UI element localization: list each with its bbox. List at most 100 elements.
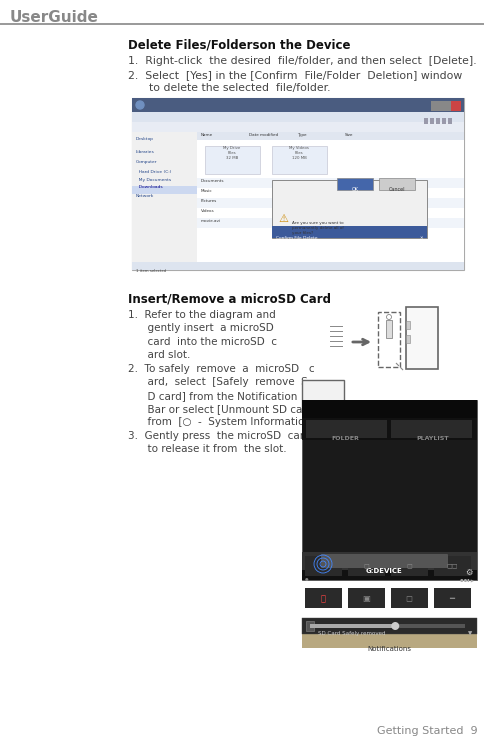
Bar (132, 262, 463, 270)
Bar (390, 420, 471, 438)
Bar (440, 101, 450, 111)
Bar (272, 146, 326, 174)
Text: Documents: Documents (200, 179, 224, 183)
Text: 2.  Select  [Yes] in the [Confirm  File/Folder  Deletion] window
      to delete: 2. Select [Yes] in the [Confirm File/Fol… (128, 70, 461, 93)
Text: Notifications: Notifications (366, 646, 410, 652)
FancyBboxPatch shape (320, 554, 447, 568)
Text: PLAYLIST: PLAYLIST (416, 436, 448, 441)
Text: My Drive
Files
32 MB: My Drive Files 32 MB (223, 146, 240, 160)
Text: Music: Music (200, 189, 212, 193)
Text: Insert/Remove a microSD Card: Insert/Remove a microSD Card (128, 292, 330, 305)
Text: UserGuide: UserGuide (10, 10, 99, 25)
Bar (302, 634, 476, 648)
Text: FOLDER: FOLDER (331, 436, 358, 441)
Bar (132, 132, 197, 262)
Text: Desktop: Desktop (136, 137, 153, 141)
Bar (430, 101, 440, 111)
Text: OK: OK (351, 187, 358, 192)
Bar (336, 178, 372, 190)
Bar (378, 178, 414, 190)
Bar (205, 146, 259, 174)
Bar (441, 118, 445, 124)
Text: Type: Type (296, 133, 306, 137)
Text: Confirm File Delete: Confirm File Delete (275, 236, 317, 240)
Bar (447, 118, 451, 124)
Bar (302, 570, 476, 580)
Bar (385, 320, 391, 338)
Bar (302, 552, 476, 570)
Text: Libraries: Libraries (136, 150, 154, 154)
Bar (405, 335, 409, 343)
Bar (309, 624, 394, 628)
Bar (132, 112, 463, 122)
Bar (272, 226, 426, 238)
Bar (348, 588, 384, 608)
Bar (390, 556, 427, 576)
Text: ◻◻: ◻◻ (445, 562, 457, 568)
Text: ◻: ◻ (405, 562, 411, 568)
Text: 2.  To safely  remove  a  microSD   c
      ard,  select  [Safely  remove  S
   : 2. To safely remove a microSD c ard, sel… (128, 364, 318, 428)
Text: Are you sure you want to
permanently delete all of
your files?: Are you sure you want to permanently del… (291, 221, 343, 236)
Text: ●●▮ ▶: ●●▮ ▶ (459, 578, 473, 582)
Bar (302, 400, 476, 418)
Bar (197, 218, 463, 228)
Text: ⏻: ⏻ (320, 594, 325, 603)
Text: My Documents: My Documents (136, 178, 171, 182)
Text: ▼: ▼ (467, 631, 471, 636)
Bar (132, 186, 197, 194)
Text: 3.  Gently press  the microSD  card
      to release it from  the slot.: 3. Gently press the microSD card to rele… (128, 431, 310, 454)
Bar (405, 307, 437, 369)
Bar (272, 180, 426, 238)
Bar (435, 118, 439, 124)
Text: ✕: ✕ (419, 236, 422, 240)
Text: ◻: ◻ (363, 562, 368, 568)
Bar (390, 588, 427, 608)
Bar (433, 588, 470, 608)
Bar (302, 418, 476, 440)
Bar (405, 321, 409, 329)
Text: Network: Network (136, 194, 154, 198)
Text: Downloads: Downloads (136, 185, 162, 189)
Circle shape (136, 101, 144, 109)
Bar (197, 132, 463, 262)
Circle shape (391, 622, 398, 630)
Text: ━: ━ (449, 594, 454, 603)
Bar (429, 118, 433, 124)
Bar (433, 556, 470, 576)
Bar (197, 198, 463, 208)
Text: 1 item selected: 1 item selected (136, 269, 166, 273)
Bar (304, 556, 341, 576)
Bar (197, 132, 463, 140)
Text: Getting Started  9: Getting Started 9 (377, 726, 477, 736)
Bar (423, 118, 427, 124)
Text: Hard Drive (C:): Hard Drive (C:) (136, 170, 171, 174)
Text: Date modified: Date modified (248, 133, 277, 137)
Bar (305, 420, 386, 438)
Bar (302, 618, 476, 634)
Text: SD Card Safely removed: SD Card Safely removed (318, 631, 385, 636)
Text: G:DEVICE: G:DEVICE (365, 568, 402, 574)
Bar (377, 312, 399, 367)
Bar (132, 98, 463, 270)
Text: Name: Name (200, 133, 212, 137)
Text: 1.  Refer to the diagram and
      gently insert  a microSD
      card  into the: 1. Refer to the diagram and gently inser… (128, 310, 276, 360)
Bar (304, 588, 341, 608)
Text: Pictures: Pictures (200, 199, 217, 203)
Text: Videos: Videos (200, 209, 214, 213)
Text: ●: ● (304, 578, 308, 582)
Bar (197, 178, 463, 188)
Text: ◻: ◻ (405, 594, 412, 603)
Bar (132, 98, 463, 112)
Text: ⚠: ⚠ (277, 214, 287, 224)
Text: Cancel: Cancel (388, 187, 405, 192)
Bar (305, 621, 313, 631)
Text: 1.  Right-click  the desired  file/folder, and then select  [Delete].: 1. Right-click the desired file/folder, … (128, 56, 476, 66)
Text: ⚙: ⚙ (464, 568, 472, 577)
Text: Computer: Computer (136, 160, 157, 164)
Bar (132, 122, 463, 132)
Bar (450, 101, 460, 111)
Text: ▣: ▣ (362, 594, 369, 603)
Text: Delete Files/Folderson the Device: Delete Files/Folderson the Device (128, 38, 350, 51)
Text: My Videos
Files
120 MB: My Videos Files 120 MB (288, 146, 308, 160)
Bar (348, 556, 384, 576)
